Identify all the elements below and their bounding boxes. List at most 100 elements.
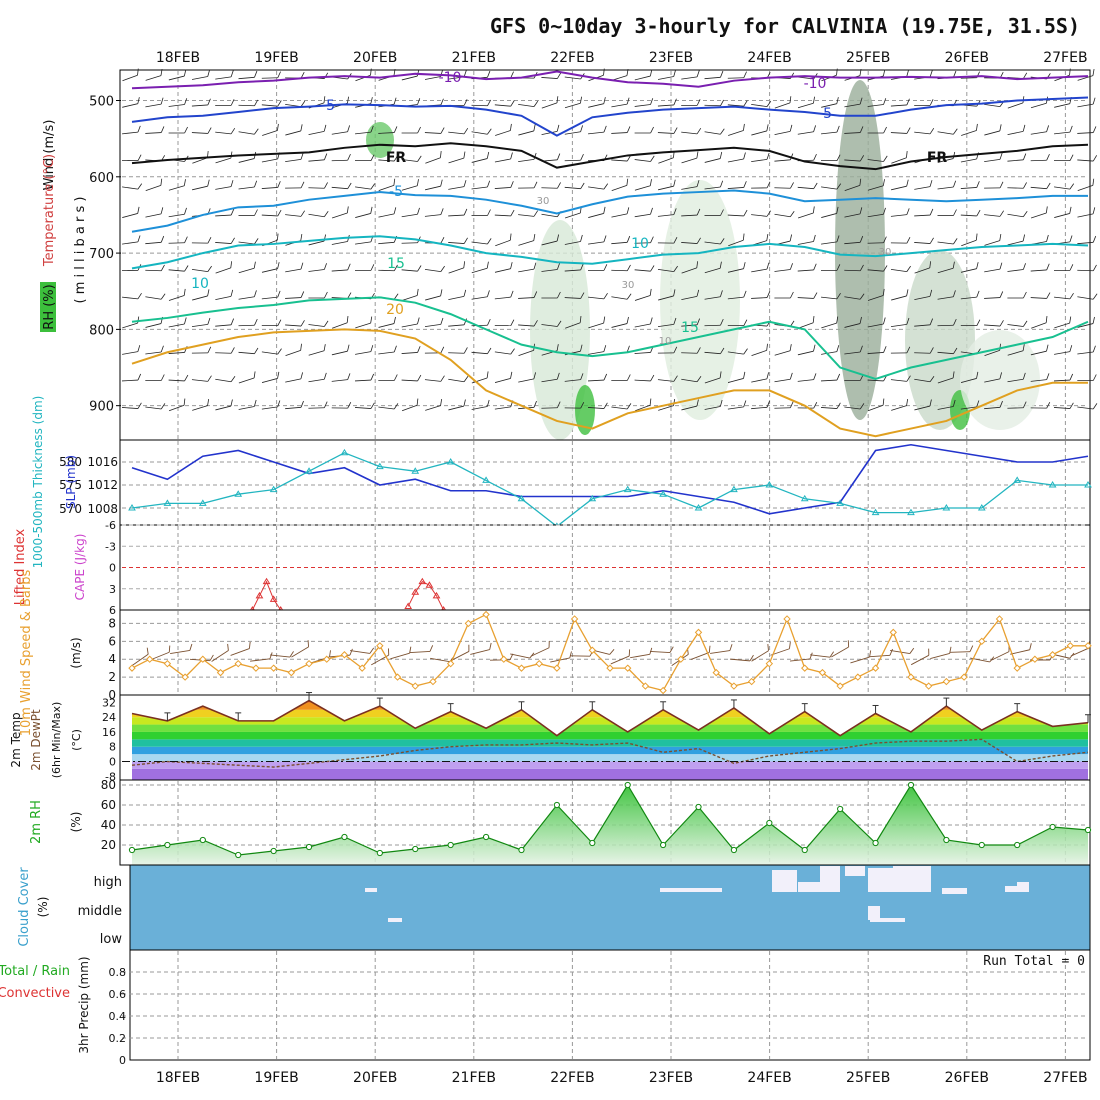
barb-staff <box>238 76 255 80</box>
wind-barb <box>122 235 141 245</box>
barb-flag <box>813 263 817 271</box>
wind-barb <box>401 317 420 328</box>
wind10m-point <box>712 668 720 677</box>
barb-staff <box>215 295 232 301</box>
barb-staff <box>122 213 138 218</box>
wind10m-point <box>730 682 738 690</box>
wind10m-barb <box>270 651 294 658</box>
barb-flag <box>1022 344 1025 351</box>
slp-tick: 1016 <box>87 455 118 469</box>
barb-staff <box>448 295 465 301</box>
wind-barb <box>145 235 165 245</box>
wind10m-point <box>747 677 756 686</box>
barb-staff <box>937 186 954 190</box>
barb-flag <box>160 403 166 410</box>
li-point <box>255 591 264 599</box>
barb-staff <box>984 268 1001 273</box>
barb-staff <box>1077 132 1094 134</box>
wind-barb <box>797 125 817 135</box>
thickness-point <box>765 481 774 488</box>
barb-flag <box>650 236 654 243</box>
barb-flag <box>1023 320 1028 327</box>
wind-barb <box>588 183 609 190</box>
wind-barb <box>960 209 981 217</box>
barb-staff <box>634 159 651 162</box>
wind-barb <box>611 403 632 410</box>
wind-barb <box>797 344 816 356</box>
precip-panel: 00.20.40.60.8 Run Total = 0 Total / Rain… <box>0 949 1091 1067</box>
wind-barb <box>1007 211 1028 218</box>
barb-flag <box>254 347 259 354</box>
barb-staff <box>1077 185 1093 191</box>
li-tick: 0 <box>109 562 116 575</box>
wind-barb <box>960 319 981 327</box>
barb-staff <box>471 186 488 190</box>
barb-flag <box>556 153 561 160</box>
barb-flag <box>969 645 974 652</box>
wind-barb <box>541 124 560 136</box>
wind-barb <box>495 123 512 136</box>
barb-staff <box>122 241 138 245</box>
temp-axis-label: 2m Temp <box>9 712 23 767</box>
wind-barb <box>145 293 166 300</box>
thickness-tick: 580 <box>59 455 82 469</box>
wind10m-barb <box>350 647 375 654</box>
barb-staff <box>541 240 558 246</box>
barb-staff <box>960 406 977 410</box>
wind-barb <box>215 127 236 135</box>
barb-staff <box>285 324 302 327</box>
barb-flag <box>906 69 909 77</box>
wind-barb <box>424 265 445 273</box>
wind-barb <box>355 316 373 329</box>
barb-staff <box>238 241 255 245</box>
thickness-point <box>411 467 420 474</box>
barb-staff <box>1030 186 1047 190</box>
barb-flag <box>184 207 187 215</box>
barb-staff <box>681 76 698 80</box>
barb-staff <box>1007 159 1024 162</box>
wind-barb <box>215 99 235 107</box>
barb-staff <box>587 379 605 382</box>
barb-staff <box>541 407 558 409</box>
wind-barb <box>1030 263 1050 272</box>
barb-staff <box>751 103 768 108</box>
barb-staff <box>821 322 837 329</box>
barb-flag <box>417 346 421 353</box>
barb-flag <box>859 97 863 105</box>
slp-series <box>128 443 1092 529</box>
precip-tick: 0.2 <box>109 1032 127 1045</box>
wind-barb <box>657 265 678 273</box>
barb-staff <box>191 268 208 273</box>
wind-barb <box>727 71 747 79</box>
barb-staff <box>448 324 465 327</box>
thickness-point <box>375 462 384 470</box>
wind-barb <box>821 316 839 329</box>
barb-flag <box>696 70 700 78</box>
wind-barb <box>704 347 725 355</box>
wind-barb <box>657 346 678 354</box>
cloud-cell <box>660 888 722 892</box>
barb-staff <box>565 322 581 329</box>
wind-barb <box>471 347 492 355</box>
barb-staff <box>588 131 604 135</box>
barb-staff <box>844 351 861 355</box>
rh-point <box>978 841 985 849</box>
wind-barb <box>727 152 746 163</box>
barb-flag <box>790 291 794 299</box>
barb-staff <box>541 213 558 218</box>
barb-staff <box>634 323 651 328</box>
barb-flag <box>463 208 468 216</box>
barb-staff <box>1077 213 1094 218</box>
barb-flag <box>929 261 932 268</box>
wind-barb <box>1053 154 1074 162</box>
rh-point <box>943 836 950 844</box>
wind-barb <box>261 209 282 217</box>
barb-flag <box>1045 206 1048 214</box>
temp-band <box>132 754 1088 762</box>
barb-flag <box>510 123 512 131</box>
barb-flag <box>859 178 862 186</box>
barb-staff <box>530 647 550 657</box>
barb-flag <box>883 126 887 134</box>
